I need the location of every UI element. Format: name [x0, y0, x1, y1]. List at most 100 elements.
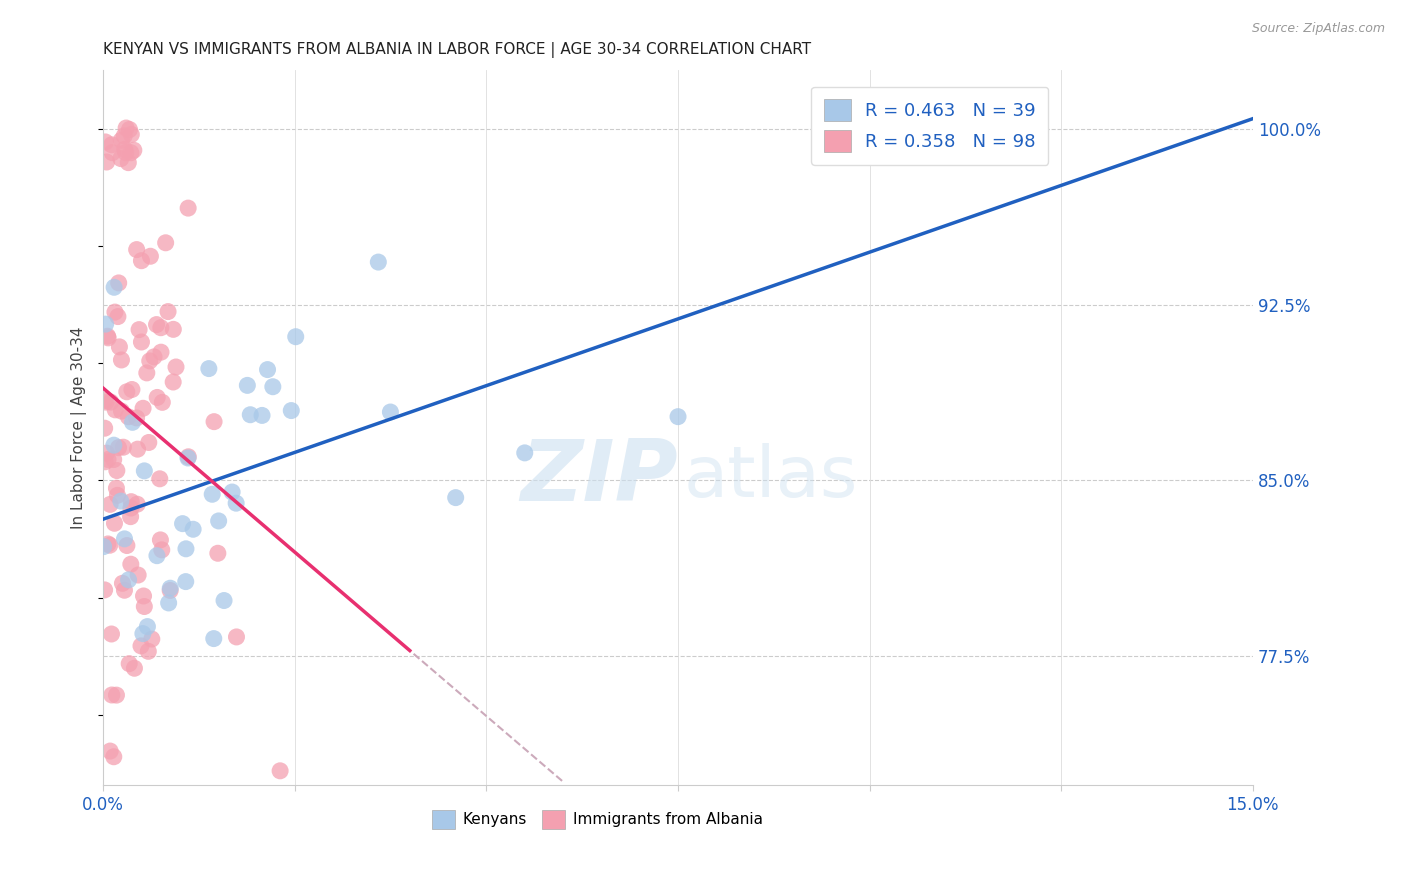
Point — [262, 380, 284, 394]
Point — [143, 350, 166, 364]
Point — [98, 538, 121, 552]
Point — [107, 276, 129, 290]
Point — [107, 310, 129, 324]
Point — [104, 402, 127, 417]
Point — [1012, 122, 1035, 136]
Point — [150, 345, 173, 359]
Point — [114, 142, 136, 156]
Point — [134, 599, 156, 614]
Point — [149, 533, 172, 547]
Point — [284, 329, 307, 343]
Point — [103, 452, 125, 467]
Point — [103, 280, 125, 294]
Point — [112, 440, 135, 454]
Point — [131, 334, 153, 349]
Point — [122, 143, 145, 157]
Point — [127, 497, 149, 511]
Point — [97, 452, 120, 467]
Point — [239, 408, 262, 422]
Point — [124, 661, 146, 675]
Point — [120, 509, 142, 524]
Point — [108, 340, 131, 354]
Point — [125, 243, 148, 257]
Text: atlas: atlas — [683, 443, 858, 512]
Point — [150, 542, 173, 557]
Point — [177, 450, 200, 465]
Point — [221, 485, 243, 500]
Point — [121, 415, 143, 429]
Point — [174, 574, 197, 589]
Point — [127, 568, 149, 582]
Point — [98, 497, 121, 511]
Point — [101, 688, 124, 702]
Point — [172, 516, 194, 531]
Point — [134, 464, 156, 478]
Point — [177, 450, 200, 464]
Point — [107, 441, 129, 455]
Point — [131, 253, 153, 268]
Point — [115, 121, 138, 136]
Point — [269, 764, 291, 778]
Point — [94, 455, 117, 469]
Point — [97, 537, 120, 551]
Point — [513, 446, 536, 460]
Point — [208, 514, 231, 528]
Point — [212, 593, 235, 607]
Text: KENYAN VS IMMIGRANTS FROM ALBANIA IN LABOR FORCE | AGE 30-34 CORRELATION CHART: KENYAN VS IMMIGRANTS FROM ALBANIA IN LAB… — [103, 42, 811, 58]
Point — [118, 657, 141, 671]
Point — [202, 415, 225, 429]
Y-axis label: In Labor Force | Age 30-34: In Labor Force | Age 30-34 — [72, 326, 87, 529]
Point — [139, 249, 162, 263]
Point — [114, 532, 136, 546]
Point — [120, 145, 142, 160]
Point — [207, 546, 229, 560]
Point — [135, 366, 157, 380]
Point — [94, 135, 117, 149]
Point — [128, 323, 150, 337]
Point — [129, 639, 152, 653]
Point — [162, 322, 184, 336]
Point — [157, 304, 180, 318]
Point — [127, 442, 149, 457]
Point — [280, 403, 302, 417]
Point — [666, 409, 689, 424]
Point — [101, 145, 124, 160]
Point — [136, 644, 159, 658]
Point — [201, 487, 224, 501]
Point — [132, 626, 155, 640]
Point — [120, 558, 142, 572]
Point — [105, 464, 128, 478]
Point — [110, 152, 132, 166]
Point — [112, 128, 135, 143]
Point — [115, 384, 138, 399]
Point — [96, 446, 118, 460]
Point — [93, 393, 115, 408]
Point — [110, 494, 132, 508]
Point — [100, 627, 122, 641]
Point — [94, 317, 117, 331]
Point — [114, 583, 136, 598]
Point — [105, 481, 128, 495]
Point — [93, 540, 115, 554]
Point — [115, 539, 138, 553]
Point — [198, 361, 221, 376]
Point — [100, 137, 122, 152]
Point — [177, 201, 200, 215]
Point — [104, 305, 127, 319]
Point — [107, 488, 129, 502]
Point — [141, 632, 163, 646]
Point — [138, 435, 160, 450]
Point — [117, 573, 139, 587]
Point — [159, 581, 181, 595]
Point — [444, 491, 467, 505]
Point — [380, 405, 402, 419]
Text: ZIP: ZIP — [520, 436, 678, 519]
Point — [100, 395, 122, 409]
Point — [121, 383, 143, 397]
Point — [146, 391, 169, 405]
Point — [103, 516, 125, 531]
Point — [93, 582, 115, 597]
Point — [225, 630, 247, 644]
Point — [120, 501, 142, 516]
Point — [125, 411, 148, 425]
